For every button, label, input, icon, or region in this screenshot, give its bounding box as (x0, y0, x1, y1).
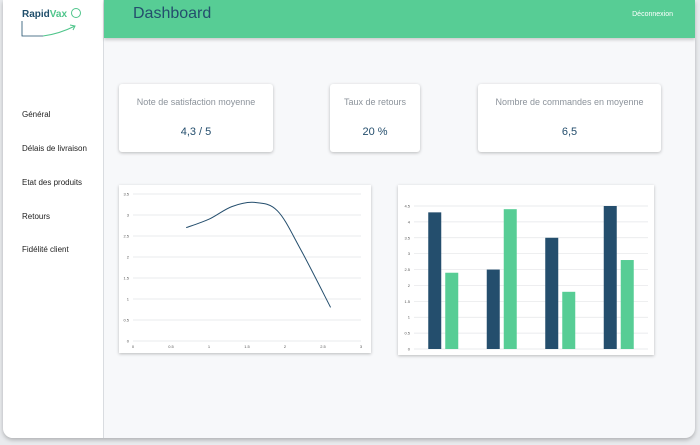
x-tick-label: 1.5 (244, 344, 250, 349)
y-tick-label: 4.5 (404, 204, 410, 209)
y-tick-label: 0.5 (404, 331, 410, 336)
bar-chart: 0 0.5 1 1.5 2 2.5 3 3.5 4 4.5 (404, 204, 648, 352)
series-line (186, 201, 332, 308)
kpi-value: 4,3 / 5 (180, 126, 212, 138)
y-tick-label: 0 (127, 339, 130, 344)
x-tick-label: 0 (132, 344, 135, 349)
bar (545, 237, 559, 349)
bar-chart-panel: 0 0.5 1 1.5 2 2.5 3 3.5 4 4.5 (398, 185, 654, 355)
logo-text: RapidVax (22, 9, 68, 20)
y-tick-label: 2 (127, 255, 130, 260)
logo-arrow-icon (21, 21, 76, 37)
y-tick-label: 0 (408, 347, 411, 352)
y-tick-label: 1 (408, 315, 411, 320)
bar (428, 212, 442, 349)
y-tick-label: 3 (127, 213, 130, 218)
y-tick-label: 3.5 (404, 235, 410, 240)
smiley-icon (71, 8, 81, 18)
bar (503, 209, 517, 349)
y-tick-label: 1.5 (123, 276, 129, 281)
kpi-label: Nombre de commandes en moyenne (495, 97, 644, 107)
logout-button[interactable]: Déconnexion (632, 11, 673, 18)
y-tick-label: 3 (408, 251, 411, 256)
y-tick-label: 1.5 (404, 299, 410, 304)
y-tick-label: 3.5 (123, 192, 129, 197)
kpi-value: 20 % (362, 126, 388, 138)
x-tick-label: 3 (360, 344, 363, 349)
kpi-value: 6,5 (561, 126, 578, 138)
header: Dashboard Déconnexion (104, 0, 695, 38)
y-tick-label: 0.5 (123, 318, 129, 323)
kpi-card-retours: Taux de retours 20 % (330, 84, 420, 152)
bar (445, 272, 459, 349)
line-chart: 0 0.5 1 1.5 2 2.5 3 3.5 0 0.5 1 1.5 2 2.5 3 (123, 192, 363, 350)
y-tick-label: 2.5 (123, 234, 129, 239)
x-tick-label: 1 (208, 344, 211, 349)
line-chart-panel: 0 0.5 1 1.5 2 2.5 3 3.5 0 0.5 1 1.5 2 2.5 3 (119, 185, 371, 353)
kpi-label: Taux de retours (343, 97, 407, 107)
y-tick-label: 2.5 (404, 267, 410, 272)
sidebar-item-general[interactable]: Général (22, 110, 51, 119)
y-tick-label: 4 (408, 219, 411, 224)
bar (603, 206, 617, 349)
sidebar-item-delais-livraison[interactable]: Délais de livraison (22, 144, 87, 153)
sidebar: RapidVax Général Délais de livraison Eta… (3, 0, 104, 438)
logo: RapidVax (15, 6, 93, 37)
x-tick-label: 0.5 (168, 344, 174, 349)
bar (620, 260, 634, 349)
y-tick-label: 1 (127, 297, 130, 302)
bar (562, 291, 576, 349)
sidebar-item-etat-produits[interactable]: Etat des produits (22, 178, 83, 187)
kpi-card-satisfaction: Note de satisfaction moyenne 4,3 / 5 (119, 84, 273, 152)
bar (486, 269, 500, 349)
sidebar-item-retours[interactable]: Retours (22, 212, 51, 221)
kpi-card-commandes: Nombre de commandes en moyenne 6,5 (478, 84, 661, 152)
app-window: RapidVax Général Délais de livraison Eta… (3, 0, 695, 438)
x-tick-label: 2 (284, 344, 287, 349)
page-title: Dashboard (133, 5, 212, 22)
y-tick-label: 2 (408, 283, 411, 288)
kpi-label: Note de satisfaction moyenne (136, 97, 256, 107)
sidebar-item-fidelite-client[interactable]: Fidélité client (22, 245, 69, 254)
x-tick-label: 2.5 (320, 344, 326, 349)
